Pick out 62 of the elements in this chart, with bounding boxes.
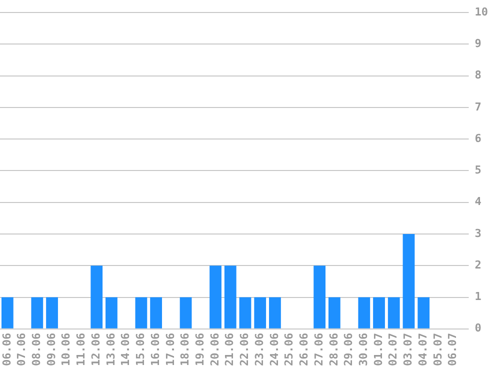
x-tick-label: 02.07	[386, 332, 400, 366]
y-tick-label: 2	[474, 258, 482, 272]
x-tick-label: 10.06	[60, 332, 73, 366]
y-tick-label: 10	[474, 5, 488, 18]
bar	[402, 234, 415, 328]
x-tick-label: 13.06	[104, 332, 118, 366]
y-tick-label: 7	[474, 100, 482, 114]
x-tick-label: 28.06	[327, 332, 340, 366]
x-tick-label: 06.06	[0, 332, 14, 366]
bar	[210, 266, 222, 328]
bar	[358, 297, 370, 328]
bar	[328, 297, 340, 328]
x-tick-label: 12.06	[89, 332, 102, 366]
bar	[150, 297, 162, 328]
x-tick-label: 24.06	[268, 332, 281, 366]
y-tick-label: 4	[474, 195, 482, 208]
x-tick-label: 21.06	[223, 332, 236, 366]
bar	[418, 297, 430, 328]
x-tick-label: 08.06	[30, 332, 44, 366]
x-tick-label: 22.06	[238, 332, 252, 366]
bar	[269, 297, 281, 328]
y-tick-label: 3	[474, 226, 482, 240]
x-tick-label: 03.07	[402, 332, 415, 366]
x-tick-label: 06.07	[446, 332, 460, 366]
bar	[388, 297, 400, 328]
bar	[254, 297, 266, 328]
x-tick-label: 19.06	[194, 332, 207, 366]
x-tick-label: 26.06	[298, 332, 311, 366]
bar	[373, 297, 385, 328]
x-tick-label: 15.06	[134, 332, 148, 366]
y-tick-label: 8	[474, 68, 482, 82]
x-tick-label: 09.06	[44, 332, 58, 366]
y-tick-label: 9	[474, 37, 482, 50]
y-tick-label: 5	[474, 164, 482, 177]
bar	[46, 297, 58, 328]
y-tick-label: 1	[474, 290, 482, 304]
x-tick-label: 18.06	[178, 332, 192, 366]
x-tick-label: 11.06	[74, 332, 88, 366]
bar	[314, 266, 326, 328]
bar	[106, 297, 118, 328]
x-tick-label: 23.06	[252, 332, 266, 366]
x-tick-label: 20.06	[208, 332, 222, 366]
x-tick-label: 27.06	[312, 332, 326, 366]
bar	[135, 297, 148, 328]
x-tick-label: 30.06	[357, 332, 370, 366]
bar	[31, 297, 44, 328]
x-tick-label: 14.06	[119, 332, 132, 366]
bar	[239, 297, 252, 328]
bar	[180, 297, 192, 328]
bar	[90, 266, 103, 328]
x-tick-label: 05.07	[431, 332, 444, 366]
x-tick-label: 04.07	[416, 332, 430, 366]
x-tick-label: 01.07	[372, 332, 385, 366]
bar	[224, 266, 236, 328]
x-tick-label: 17.06	[164, 332, 177, 366]
y-tick-label: 6	[474, 132, 482, 145]
bar	[1, 297, 14, 328]
x-tick-label: 25.06	[282, 332, 296, 366]
y-tick-label: 0	[474, 322, 482, 335]
x-tick-label: 29.06	[342, 332, 356, 366]
x-tick-label: 16.06	[148, 332, 162, 366]
x-tick-label: 07.06	[15, 332, 28, 366]
